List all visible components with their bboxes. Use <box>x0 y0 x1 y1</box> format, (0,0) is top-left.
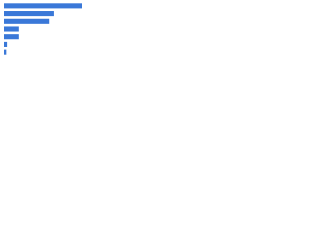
bar <box>4 11 54 17</box>
chart <box>4 3 82 55</box>
bar <box>4 18 50 24</box>
bar <box>4 41 8 47</box>
bar <box>4 49 7 55</box>
bar <box>4 3 82 9</box>
page: (() => { const data = JSON.parse(documen… <box>0 0 320 71</box>
bar <box>4 34 19 40</box>
bar <box>4 26 19 32</box>
